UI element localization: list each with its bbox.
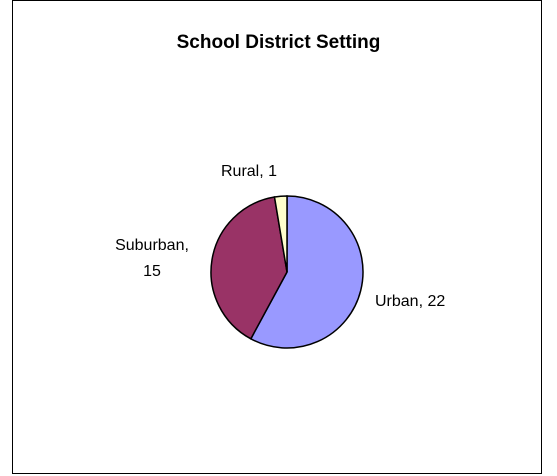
slice-label-rural: Rural, 1 — [221, 163, 278, 180]
slice-label-suburban-line2: 15 — [143, 263, 161, 280]
slice-urban — [249, 195, 364, 349]
slice-label-urban: Urban, 22 — [375, 293, 446, 310]
chart-title: School District Setting — [176, 32, 381, 53]
slice-label-suburban-line1: Suburban, — [115, 237, 189, 254]
slice-suburban — [210, 196, 288, 340]
slice-rural — [273, 195, 288, 273]
